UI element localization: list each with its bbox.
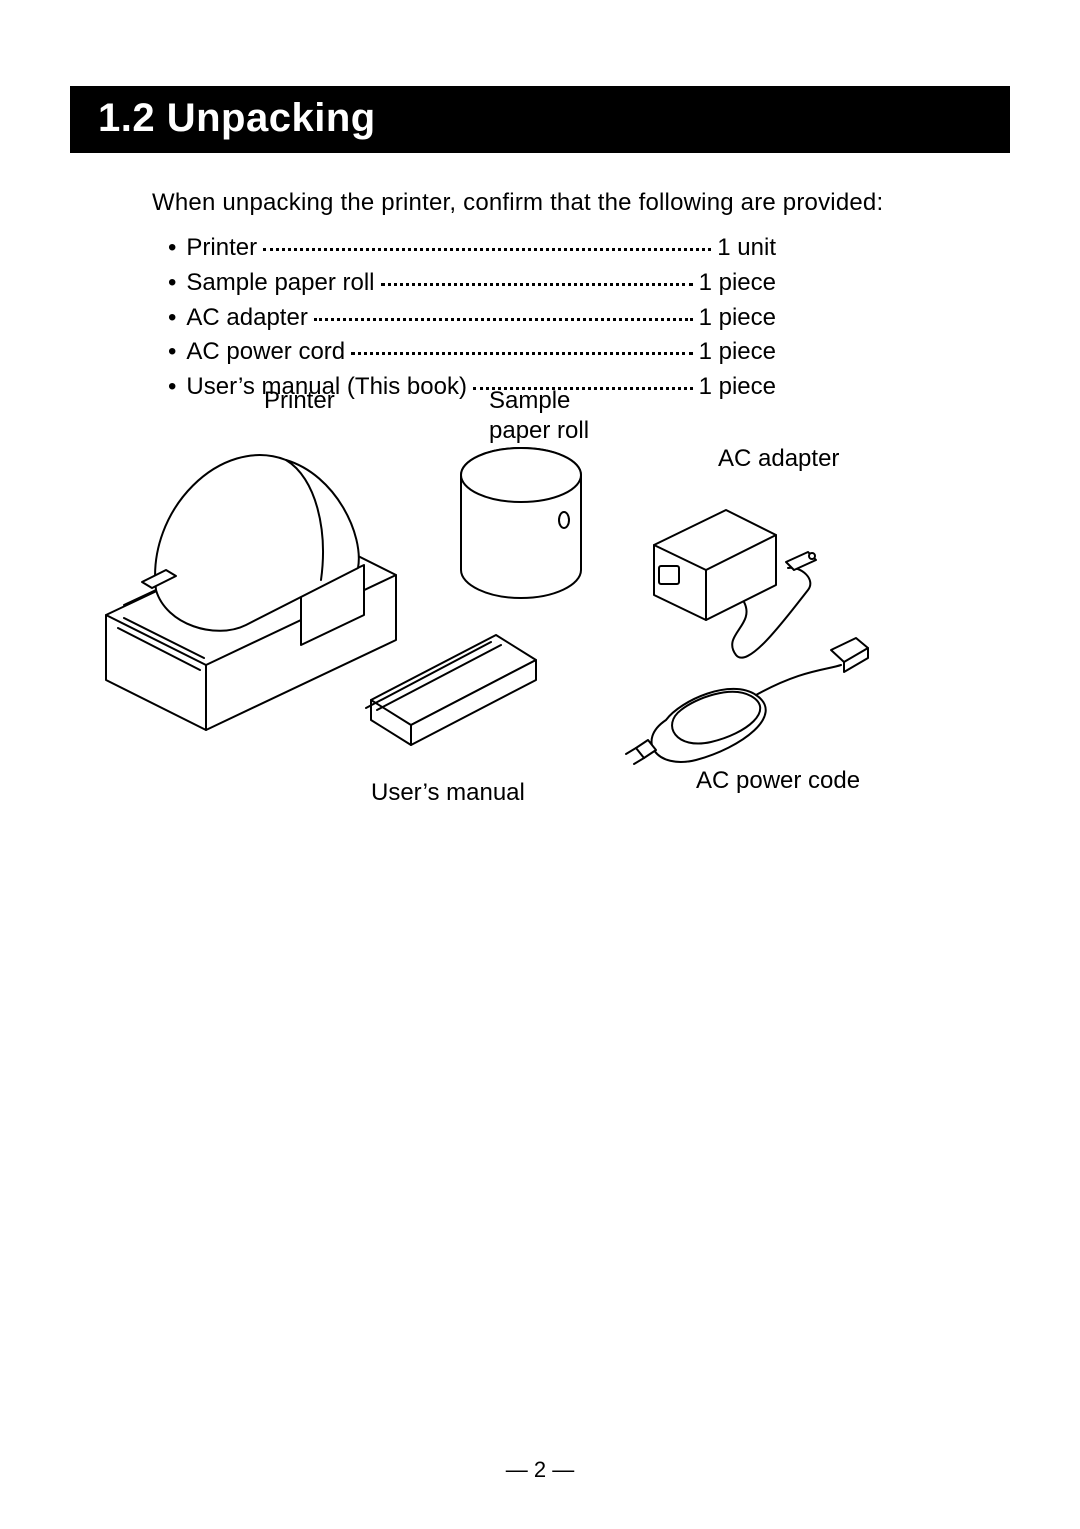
item-label: Printer: [186, 231, 257, 266]
section-header: 1.2 Unpacking: [70, 86, 1010, 153]
components-diagram: Printer Sample paper roll AC adapter Use…: [96, 380, 876, 840]
intro-text: When unpacking the printer, confirm that…: [152, 189, 1010, 217]
bullet-icon: •: [168, 301, 176, 336]
manual-icon: [366, 635, 536, 745]
item-qty: 1 piece: [699, 335, 776, 370]
contents-list: • Printer 1 unit • Sample paper roll 1 p…: [168, 231, 776, 405]
ac-adapter-icon: [654, 510, 816, 658]
bullet-icon: •: [168, 266, 176, 301]
bullet-icon: •: [168, 231, 176, 266]
leader-dots: [314, 318, 693, 321]
item-qty: 1 unit: [717, 231, 776, 266]
item-label: AC adapter: [186, 301, 307, 336]
label-manual: User’s manual: [371, 778, 525, 808]
item-label: Sample paper roll: [186, 266, 374, 301]
label-printer: Printer: [264, 386, 335, 416]
bullet-icon: •: [168, 335, 176, 370]
printer-icon: [106, 455, 396, 730]
leader-dots: [351, 352, 692, 355]
manual-page: 1.2 Unpacking When unpacking the printer…: [0, 0, 1080, 1529]
paper-roll-icon: [461, 448, 581, 598]
item-label: AC power cord: [186, 335, 345, 370]
label-power-cord: AC power code: [696, 766, 860, 796]
leader-dots: [263, 248, 711, 251]
item-qty: 1 piece: [699, 266, 776, 301]
label-paper-roll: Sample paper roll: [489, 386, 589, 446]
list-item: • AC power cord 1 piece: [168, 335, 776, 370]
label-ac-adapter: AC adapter: [718, 444, 839, 474]
item-qty: 1 piece: [699, 301, 776, 336]
list-item: • Sample paper roll 1 piece: [168, 266, 776, 301]
leader-dots: [381, 283, 693, 286]
list-item: • Printer 1 unit: [168, 231, 776, 266]
section-title: 1.2 Unpacking: [98, 96, 376, 140]
page-number: — 2 —: [0, 1457, 1080, 1483]
list-item: • AC adapter 1 piece: [168, 301, 776, 336]
